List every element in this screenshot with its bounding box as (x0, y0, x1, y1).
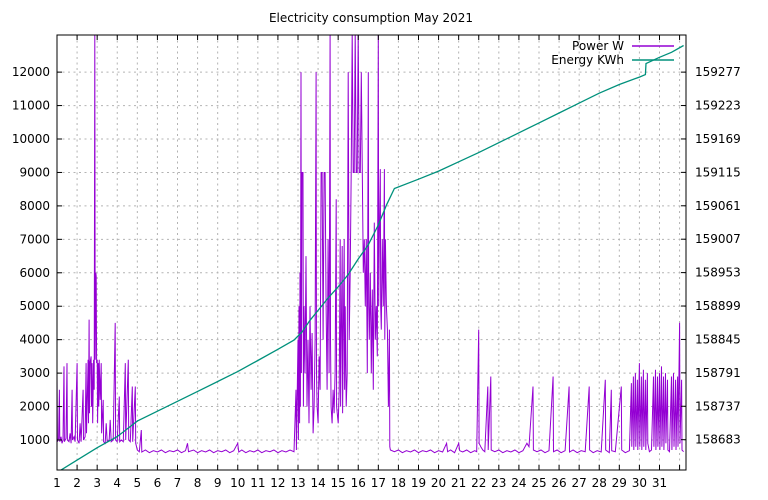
y-right-tick-label: 158737 (695, 399, 741, 413)
x-tick-label: 27 (572, 476, 587, 490)
x-tick-label: 13 (290, 476, 305, 490)
frame-layer (56, 34, 687, 471)
y-left-tick-label: 7000 (19, 232, 50, 246)
x-tick-label: 25 (531, 476, 546, 490)
x-tick-label: 16 (351, 476, 366, 490)
grid-layer (56, 35, 686, 470)
plot-border (56, 34, 687, 471)
legend-item-label: Energy KWh (551, 53, 624, 67)
x-tick-label: 22 (471, 476, 486, 490)
x-tick-label: 20 (431, 476, 446, 490)
y-left-tick-label: 11000 (12, 99, 50, 113)
x-tick-label: 28 (592, 476, 607, 490)
y-left-tick-label: 3000 (19, 366, 50, 380)
x-tick-label: 8 (194, 476, 202, 490)
y-left-tick-label: 4000 (19, 333, 50, 347)
y-left-tick-label: 6000 (19, 266, 50, 280)
x-tick-label: 1 (53, 476, 61, 490)
y-right-tick-label: 158845 (695, 332, 741, 346)
legend-item-label: Power W (572, 39, 624, 53)
x-tick-label: 15 (331, 476, 346, 490)
y-right-tick-label: 158683 (695, 433, 741, 447)
y-right-tick-label: 158899 (695, 299, 741, 313)
x-tick-label: 9 (214, 476, 222, 490)
y-right-tick-label: 158791 (695, 366, 741, 380)
x-tick-label: 5 (134, 476, 142, 490)
x-tick-label: 23 (491, 476, 506, 490)
x-tick-label: 6 (154, 476, 162, 490)
x-tick-label: 29 (612, 476, 627, 490)
x-tick-label: 17 (371, 476, 386, 490)
x-tick-label: 4 (113, 476, 121, 490)
energy-series-line (59, 44, 684, 470)
x-tick-label: 14 (310, 476, 325, 490)
y-right-tick-label: 159169 (695, 132, 741, 146)
y-left-tick-label: 8000 (19, 199, 50, 213)
power-series-line (57, 35, 684, 454)
x-tick-label: 26 (551, 476, 566, 490)
x-tick-label: 30 (632, 476, 647, 490)
y-left-tick-label: 5000 (19, 299, 50, 313)
x-tick-label: 11 (250, 476, 265, 490)
y-right-tick-label: 159115 (695, 165, 741, 179)
chart-title: Electricity consumption May 2021 (269, 11, 473, 25)
x-tick-label: 10 (230, 476, 245, 490)
x-tick-label: 24 (511, 476, 526, 490)
y-right-tick-label: 159223 (695, 99, 741, 113)
y-left-tick-label: 9000 (19, 165, 50, 179)
x-tick-label: 18 (391, 476, 406, 490)
x-tick-label: 19 (411, 476, 426, 490)
y-left-tick-label: 10000 (12, 132, 50, 146)
y-left-tick-label: 1000 (19, 433, 50, 447)
x-tick-label: 31 (652, 476, 667, 490)
x-tick-label: 21 (451, 476, 466, 490)
y-right-tick-label: 158953 (695, 266, 741, 280)
y-left-tick-label: 2000 (19, 400, 50, 414)
axis-labels-layer: 1 2 3 4 5 6 7 8 9 10 11 12 13 14 15 16 17 18 19 20 21 22 23 24 2… (12, 65, 741, 490)
x-tick-label: 3 (93, 476, 101, 490)
x-tick-label: 2 (73, 476, 81, 490)
y-right-tick-label: 159007 (695, 232, 741, 246)
x-tick-label: 12 (270, 476, 285, 490)
y-right-tick-label: 159277 (695, 65, 741, 79)
x-tick-label: 7 (174, 476, 182, 490)
y-left-tick-label: 12000 (12, 65, 50, 79)
y-right-tick-label: 159061 (695, 199, 741, 213)
series-layer (57, 35, 684, 470)
